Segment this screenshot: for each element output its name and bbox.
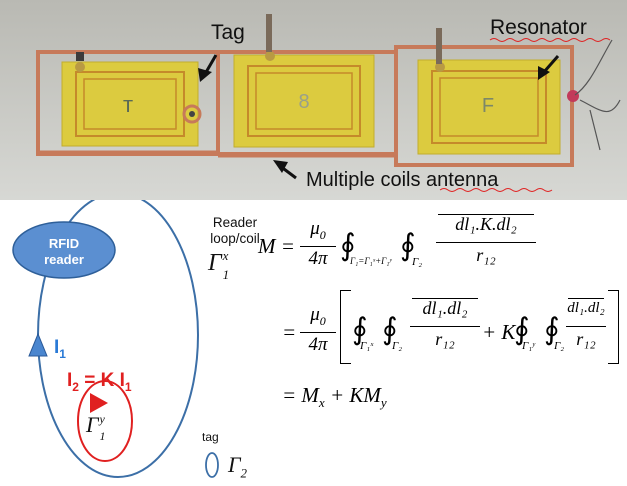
eq-line1-lhs: M = [258, 234, 295, 258]
eq-right-bracket [608, 290, 619, 364]
diagram-shapes [12, 200, 219, 478]
resonator-arrow [538, 55, 560, 80]
pcb-marking-1: т [123, 92, 133, 117]
reader-loop-line1: Reader [212, 215, 258, 230]
eq-line3-m: = M [282, 383, 319, 407]
setup-photo: т 8 F Tag Resonator Multiple coils anten… [0, 0, 627, 200]
pcb-coil-2: 8 [233, 54, 375, 148]
gamma-1y-base: Γ [86, 412, 99, 437]
eq-gamma1y: Γ₁ʸ [522, 340, 535, 352]
eq-four-pi: 4π [308, 247, 328, 269]
eq-line3-y: y [380, 395, 387, 411]
eq-line3: = Mx + KMy [282, 383, 387, 411]
rfid-reader-line2: reader [44, 252, 84, 267]
eq-mu0-2: μ [310, 304, 320, 325]
rfid-reader-node [12, 221, 116, 279]
eq-gamma2-a: Γ₂ [412, 256, 423, 268]
antenna-arrow [273, 160, 297, 180]
gamma-2-sub: 2 [240, 465, 248, 481]
tag-coil-photo [182, 104, 202, 124]
spellcheck-underline [489, 38, 611, 42]
eq-r12-a: r₁₂ [476, 245, 496, 265]
eq-gamma2-b: Γ₂ [392, 340, 403, 352]
eq-oint-3: ∮ [352, 313, 368, 346]
gamma-1x-sup: x [222, 248, 229, 263]
eq-four-pi-2: 4π [308, 333, 328, 355]
gamma-1x-base: Γ [208, 250, 222, 276]
pcb-coil-3: F [417, 59, 561, 155]
eq-num3: dl₁.dl₂ [567, 300, 605, 316]
reader-loop-label: Reader loop/coil [200, 215, 270, 247]
eq-r12-c: r₁₂ [576, 329, 596, 349]
i1-label: I1 [54, 337, 66, 361]
eq-line2-equals: = [282, 320, 297, 344]
eq-gamma1-eq: Γ₁=Γ₁ˣ+Γ₁ʸ [350, 256, 392, 266]
eq-frac2: dl₁.K.dl₂ r₁₂ [436, 206, 536, 267]
eq-oint-1: ∮ [340, 229, 356, 262]
pcb-coil-1: т [61, 61, 199, 147]
gamma-2-base: Γ [228, 452, 241, 477]
eq-oint-5: ∮ [514, 313, 530, 346]
eq-oint-4: ∮ [382, 313, 398, 346]
pcb-marking-3: F [482, 95, 494, 117]
spellcheck-underline-2 [439, 188, 553, 192]
tag-label: Tag [211, 21, 245, 44]
gamma-1x-sub: 1 [222, 267, 230, 282]
resonator-label: Resonator [490, 16, 587, 39]
eq-r12-b: r₁₂ [435, 329, 455, 349]
gamma-2-label: Γ2 [228, 452, 247, 481]
i2-sub: 2 [72, 379, 79, 394]
eq-num2: dl₁.dl₂ [422, 298, 468, 318]
eq-oint-6: ∮ [544, 313, 560, 346]
gamma-1y-sup: y [99, 412, 105, 426]
eq-frac1: μ0 4π [300, 218, 336, 271]
i2-rhs: = K I [78, 370, 125, 391]
eq-oint-2: ∮ [400, 229, 416, 262]
eq-gamma2-c: Γ₂ [554, 340, 565, 352]
i2-base: I [67, 370, 73, 391]
eq-frac4: dl₁.dl₂ r₁₂ [410, 290, 480, 351]
reader-loop-line2: loop/coil [210, 231, 260, 246]
current-i1-arrow [28, 332, 48, 357]
i1-base: I [54, 337, 60, 358]
pcb-marking-2: 8 [298, 91, 309, 113]
eq-num1: dl₁.K.dl₂ [455, 214, 517, 234]
i1-sub: 1 [59, 346, 66, 361]
eq-frac5: dl₁.dl₂ r₁₂ [566, 290, 606, 351]
current-i2-arrow [90, 393, 108, 413]
eq-frac3: μ0 4π [300, 304, 336, 357]
tag-coil-gamma2 [205, 452, 219, 478]
capacitors [75, 14, 579, 102]
eq-line3-plus: + KM [324, 383, 381, 407]
antenna-label: Multiple coils antenna [306, 169, 499, 191]
i2-label: I2 = K I1 [67, 370, 132, 394]
tag-arrow [198, 54, 218, 82]
tag-loop-gamma1y [77, 380, 133, 462]
eq-left-bracket [340, 290, 351, 364]
eq-line3-x: x [318, 395, 325, 411]
tag-label-diagram: tag [202, 430, 219, 444]
rfid-reader-line1: RFID [48, 236, 80, 251]
eq-mu0: μ [310, 218, 320, 239]
wires [574, 39, 621, 151]
eq-gamma1x: Γ₁ˣ [360, 340, 374, 352]
multiple-coils-antenna [36, 45, 574, 167]
rfid-reader-label: RFID reader [14, 236, 114, 268]
eq-mu0-sub-2: 0 [319, 313, 326, 328]
eq-plus-k: + K [482, 320, 516, 344]
eq-mu0-sub: 0 [319, 227, 326, 242]
gamma-1y-sub: 1 [99, 429, 106, 443]
i2-rhs-sub: 1 [124, 379, 132, 394]
